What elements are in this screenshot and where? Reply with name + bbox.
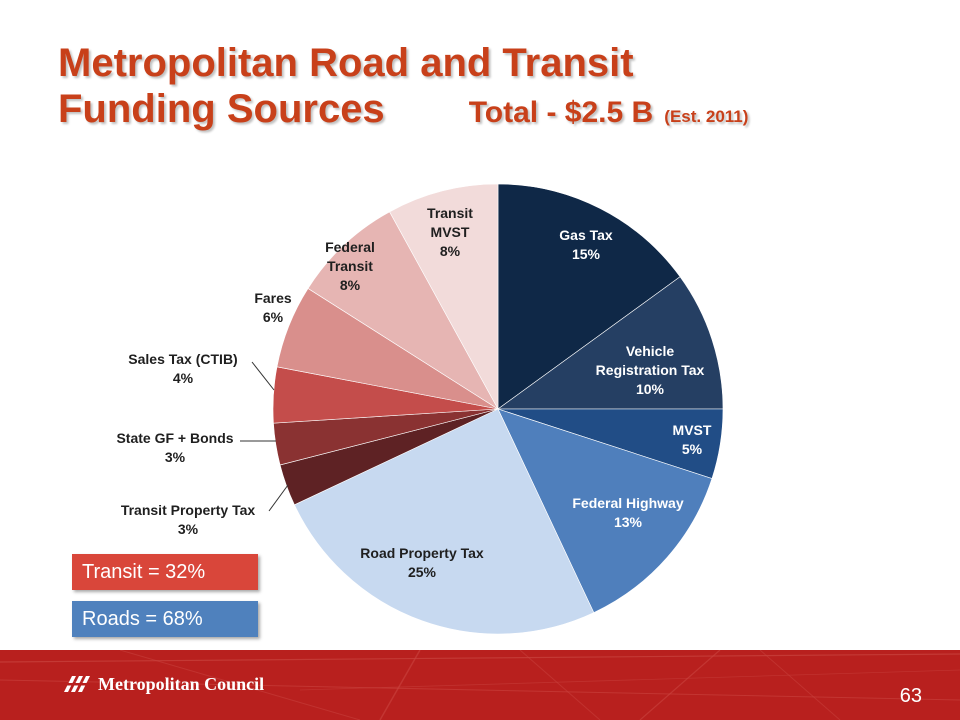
slice-name-label: Federal Highway <box>572 495 683 511</box>
slice-percent-label: 8% <box>340 277 361 293</box>
pie-chart: Gas Tax 15% Vehicle Registration Tax 10% MVST… <box>116 183 724 635</box>
slice-percent-label: 8% <box>440 243 461 259</box>
footer-bar: Metropolitan Council 63 <box>0 650 960 720</box>
pie-slice-vehicle-registration-tax <box>497 276 724 410</box>
leader-line <box>268 484 289 512</box>
pie-slice-gas-tax <box>497 183 681 410</box>
slice-name-label: State GF + Bonds <box>116 430 233 446</box>
org-name: Metropolitan Council <box>98 673 265 694</box>
roads-total-badge: Roads = 68% <box>72 601 258 637</box>
title-line-1: Metropolitan Road and Transit <box>58 41 634 85</box>
slice-name-label: Transit <box>327 258 373 274</box>
slice-name-label: Road Property Tax <box>360 545 484 561</box>
slice-name-label: Transit <box>427 205 473 221</box>
slice-name-label: Fares <box>254 290 292 306</box>
slice-percent-label: 25% <box>408 564 437 580</box>
slice-name-label: Federal <box>325 239 375 255</box>
pie-slice-road-property-tax <box>294 408 595 635</box>
pie-slice-federal-highway <box>497 408 713 613</box>
slice-name-label: Gas Tax <box>559 227 613 243</box>
slice-percent-label: 15% <box>572 246 601 262</box>
slice-percent-label: 3% <box>178 521 199 537</box>
council-logo-icon <box>64 676 90 692</box>
slice-percent-label: 13% <box>614 514 643 530</box>
leader-line <box>251 361 275 391</box>
slice-name-label: MVST <box>431 224 470 240</box>
map-streaks-decoration <box>0 650 960 720</box>
title-funding-sources: Funding Sources <box>58 87 385 131</box>
slice-name-label: Vehicle <box>626 343 674 359</box>
page-number: 63 <box>899 685 922 707</box>
slice-percent-label: 3% <box>165 449 186 465</box>
pie-slice-federal-transit <box>307 211 499 410</box>
slice-name-label: Registration Tax <box>596 362 705 378</box>
title-total: Total - $2.5 B <box>468 96 654 129</box>
slice-name-label: Transit Property Tax <box>121 502 256 518</box>
pie-slice-transit-mvst <box>389 183 499 410</box>
transit-total-badge: Transit = 32% <box>72 554 258 590</box>
slice-name-label: MVST <box>673 422 712 438</box>
slice-percent-label: 4% <box>173 370 194 386</box>
slice-percent-label: 5% <box>682 441 703 457</box>
slice-name-label: Sales Tax (CTIB) <box>128 351 237 367</box>
slide-title: Metropolitan Road and Transit Funding So… <box>58 40 938 140</box>
slice-percent-label: 10% <box>636 381 665 397</box>
title-estimate: (Est. 2011) <box>664 107 749 126</box>
title-line-2: Funding Sources Total - $2.5 B (Est. 2011… <box>58 86 938 140</box>
slice-percent-label: 6% <box>263 309 284 325</box>
metropolitan-council-logo: Metropolitan Council <box>62 672 264 696</box>
